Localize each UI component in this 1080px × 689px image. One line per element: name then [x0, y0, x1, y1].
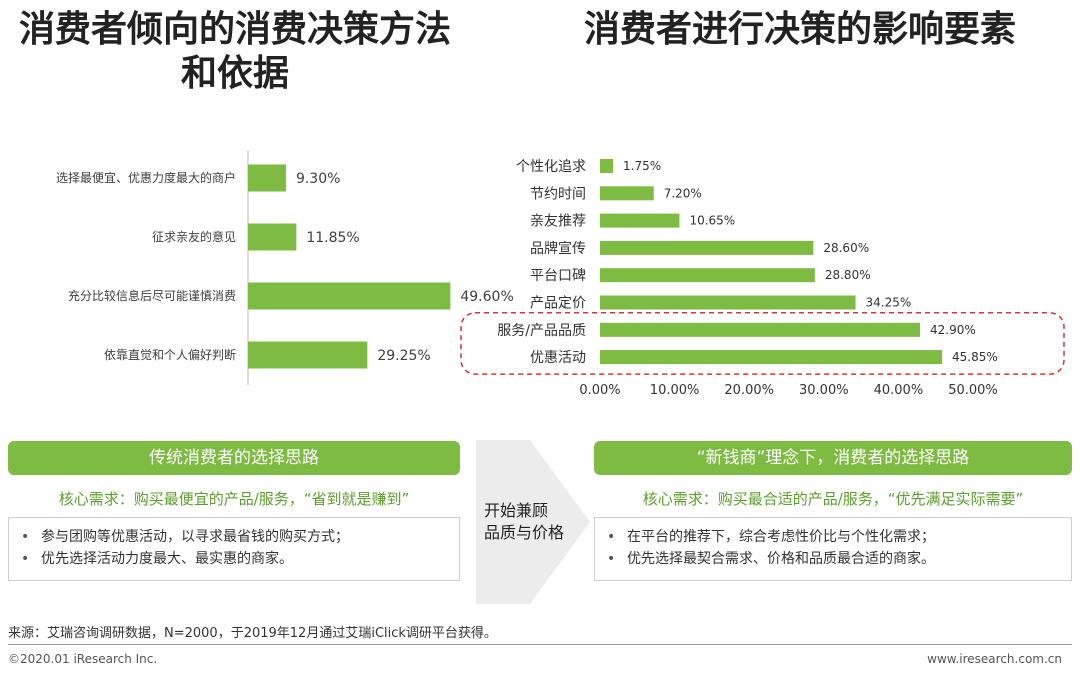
right-bar — [600, 350, 943, 365]
right-value-label: 7.20% — [664, 186, 702, 200]
footer-divider — [8, 644, 1072, 645]
left-bar — [248, 341, 368, 369]
right-value-label: 28.60% — [823, 241, 869, 255]
right-x-tick-label: 50.00% — [948, 383, 998, 398]
left-value-label: 29.25% — [377, 348, 430, 364]
left-value-label: 9.30% — [296, 171, 340, 187]
left-value-label: 11.85% — [306, 230, 359, 246]
right-category-label: 节约时间 — [530, 186, 586, 202]
right-bar — [600, 159, 614, 173]
right-panel-header: “新钱商”理念下，消费者的选择思路 — [594, 441, 1072, 475]
right-category-label: 个性化追求 — [516, 159, 586, 175]
right-value-label: 34.25% — [866, 296, 912, 310]
right-x-tick-label: 30.00% — [799, 383, 849, 398]
left-category-label: 选择最便宜、优惠力度最大的商户 — [56, 170, 236, 185]
right-bar — [600, 240, 814, 255]
right-x-tick-label: 40.00% — [874, 383, 924, 398]
right-category-label: 产品定价 — [530, 296, 586, 312]
right-x-tick-label: 20.00% — [724, 383, 774, 398]
right-value-label: 45.85% — [952, 350, 998, 364]
arrow-label: 开始兼顾 品质与价格 — [484, 500, 564, 544]
right-category-label: 平台口碑 — [530, 268, 586, 284]
right-bullet-box: 在平台的推荐下，综合考虑性价比与个性化需求； 优先选择最契合需求、价格和品质最合… — [594, 517, 1072, 581]
right-bar — [600, 268, 815, 283]
left-bar — [248, 223, 297, 251]
right-x-tick-label: 0.00% — [579, 383, 620, 398]
left-value-label: 49.60% — [460, 289, 513, 305]
highlight-dashed-box — [460, 312, 1065, 375]
left-panel-header: 传统消费者的选择思路 — [8, 441, 460, 475]
right-bar — [600, 295, 856, 310]
right-category-label: 品牌宣传 — [530, 240, 586, 257]
right-category-label: 服务/产品品质 — [497, 323, 586, 339]
right-bar — [600, 186, 654, 201]
arrow-label-line1: 开始兼顾 — [484, 501, 549, 520]
list-item: 优先选择最契合需求、价格和品质最合适的商家。 — [607, 548, 1071, 570]
list-item: 优先选择活动力度最大、最实惠的商家。 — [21, 548, 459, 570]
right-core-need: 核心需求：购买最合适的产品/服务，“优先满足实际需要” — [642, 490, 1024, 508]
left-category-label: 依靠直觉和个人偏好判断 — [104, 347, 236, 362]
right-bar — [600, 213, 680, 228]
right-bar — [600, 322, 921, 337]
right-category-label: 亲友推荐 — [530, 214, 586, 230]
left-title: 消费者倾向的消费决策方法和依据 — [18, 9, 451, 94]
left-bullet-box: 参与团购等优惠活动，以寻求最省钱的购买方式； 优先选择活动力度最大、最实惠的商家… — [8, 517, 460, 581]
list-item: 参与团购等优惠活动，以寻求最省钱的购买方式； — [21, 526, 459, 548]
right-category-label: 优惠活动 — [530, 350, 586, 366]
left-bar — [248, 164, 286, 192]
left-core-need: 核心需求：购买最便宜的产品/服务，“省到就是赚到” — [58, 490, 410, 508]
right-value-label: 28.80% — [825, 268, 871, 282]
left-category-label: 充分比较信息后尽可能谨慎消费 — [68, 288, 236, 303]
right-value-label: 42.90% — [930, 323, 976, 337]
left-category-label: 征求亲友的意见 — [152, 229, 236, 244]
website: www.iresearch.com.cn — [927, 652, 1062, 666]
left-bar — [248, 282, 451, 310]
source-note: 来源：艾瑞咨询调研数据，N=2000，于2019年12月通过艾瑞iClick调研… — [8, 626, 497, 641]
right-value-label: 1.75% — [623, 159, 661, 173]
list-item: 在平台的推荐下，综合考虑性价比与个性化需求； — [607, 526, 1071, 548]
right-title: 消费者进行决策的影响要素 — [583, 9, 1016, 50]
arrow-label-line2: 品质与价格 — [484, 523, 565, 542]
right-x-tick-label: 10.00% — [650, 383, 700, 398]
right-value-label: 10.65% — [689, 214, 735, 228]
copyright: ©2020.01 iResearch Inc. — [8, 652, 158, 666]
